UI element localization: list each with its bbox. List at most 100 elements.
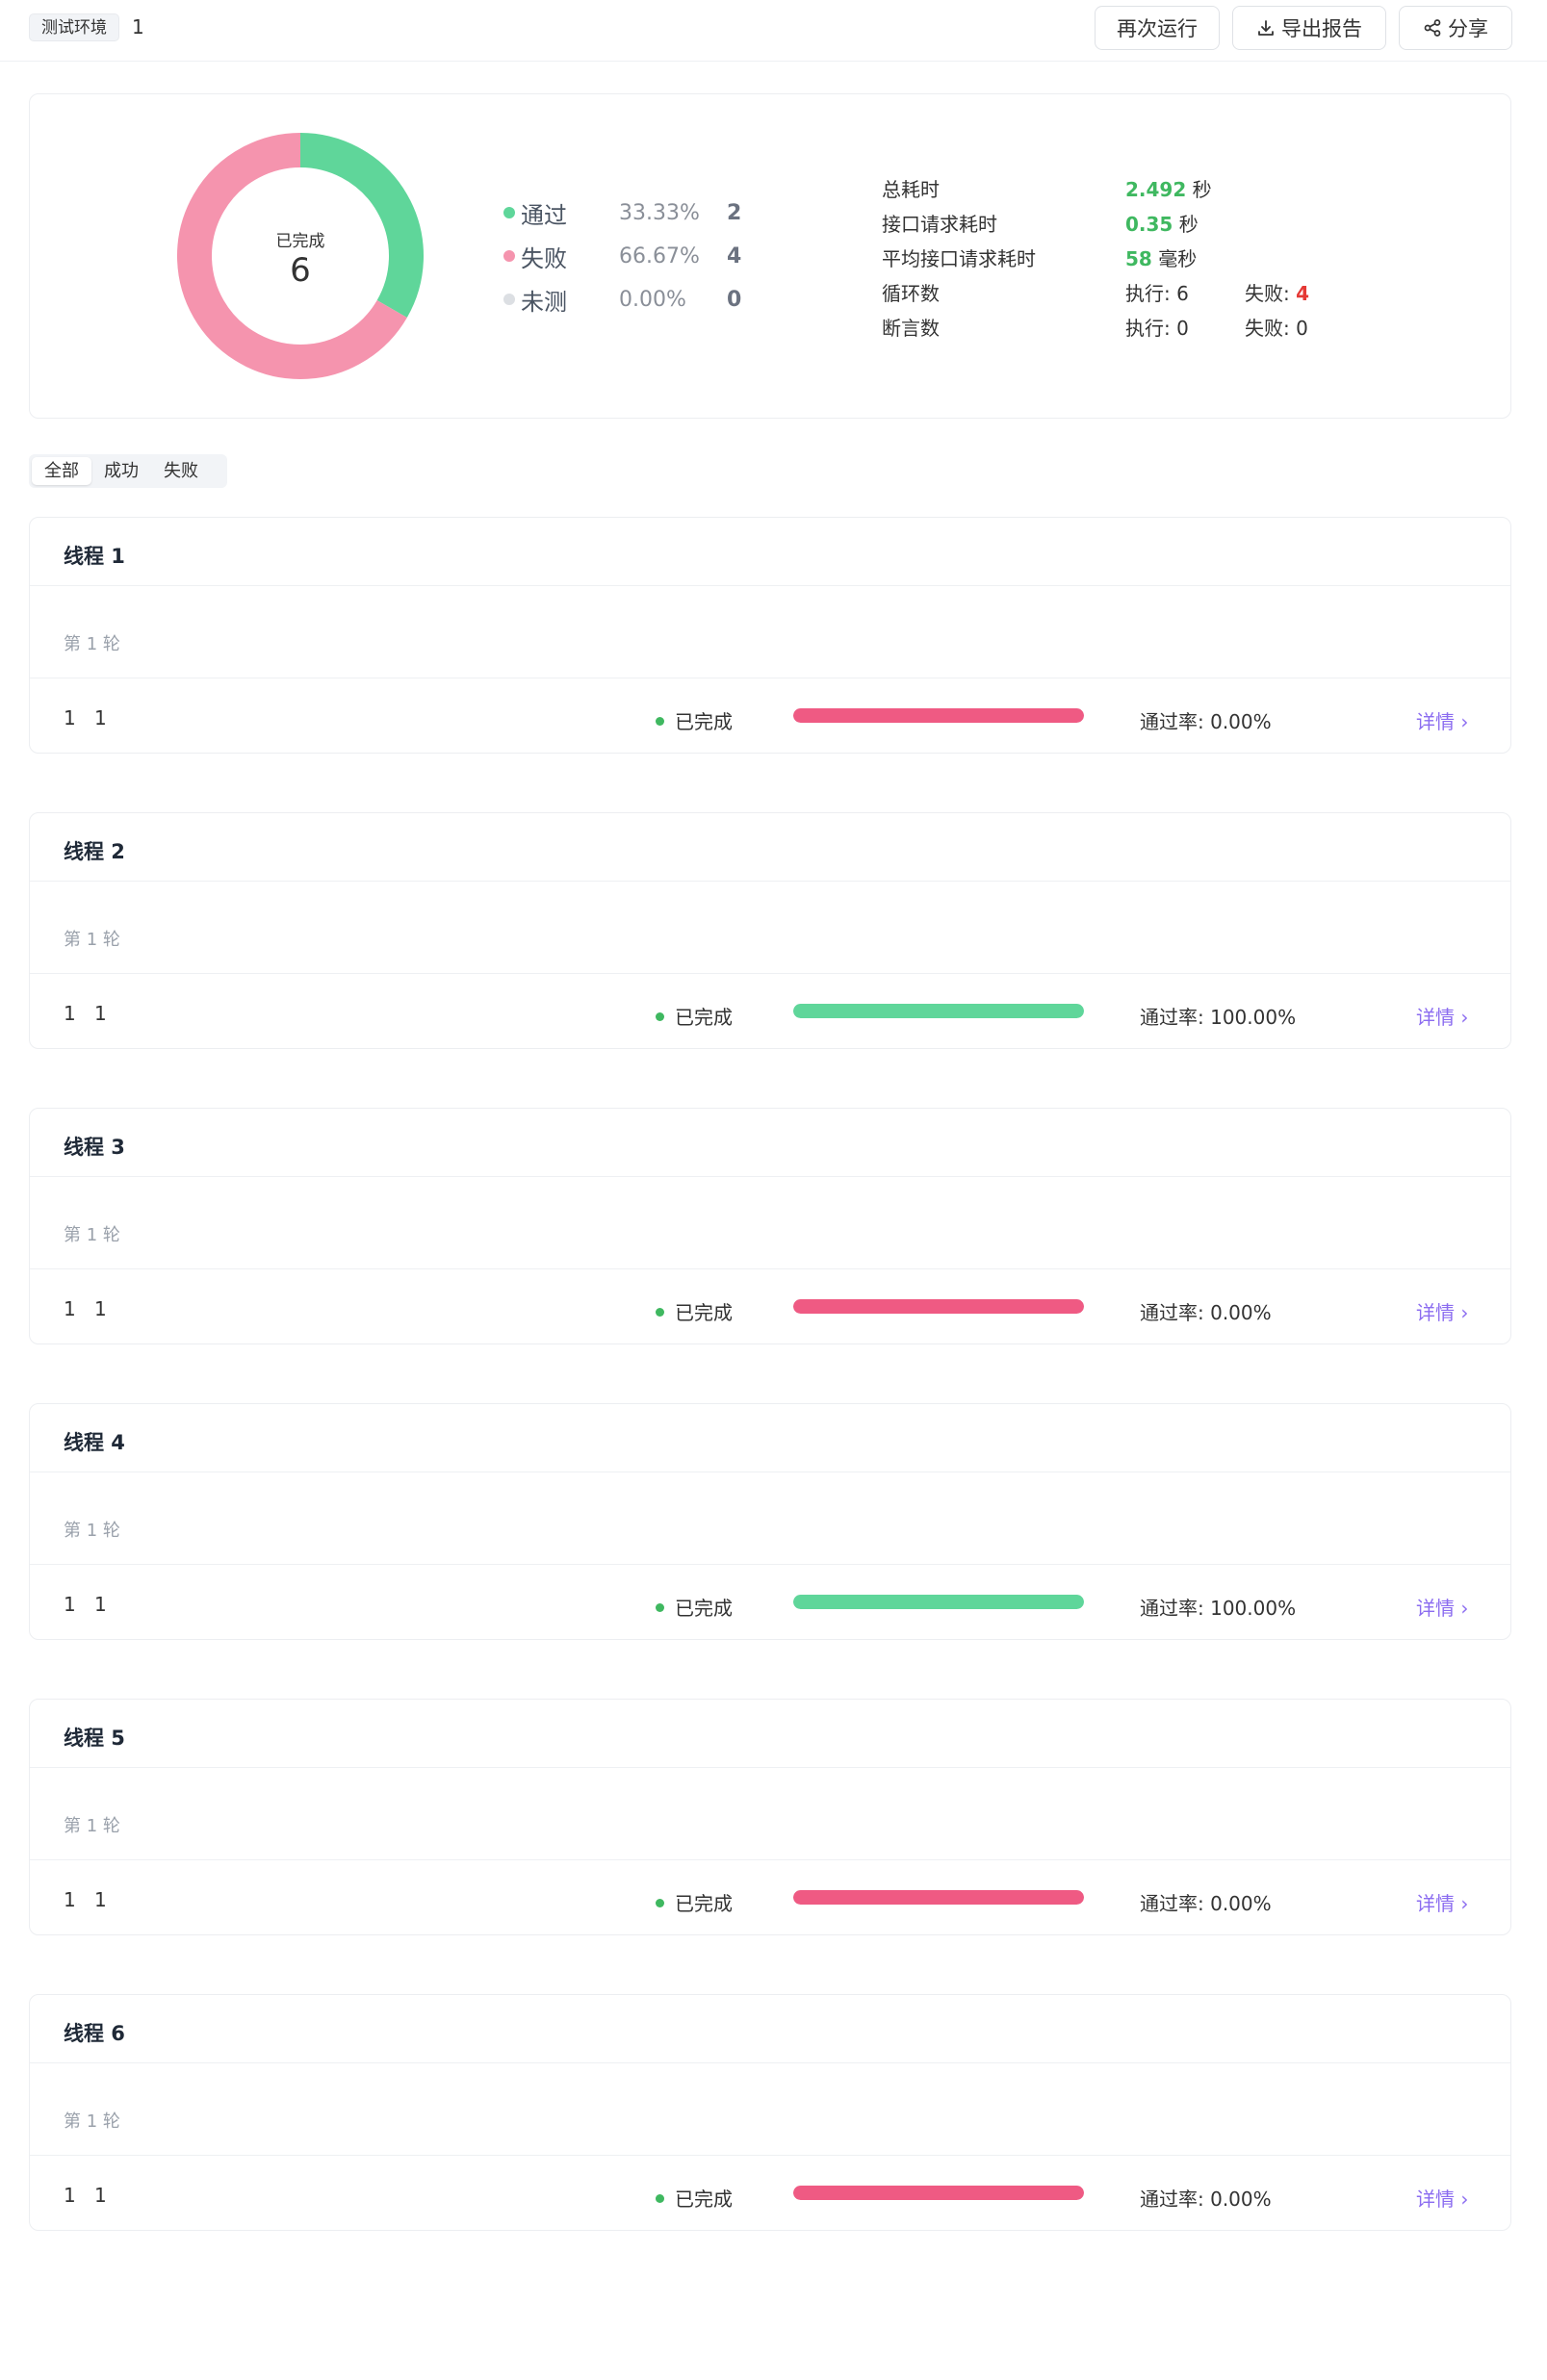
legend-count: 2 bbox=[727, 200, 742, 225]
status-dot-icon bbox=[656, 2194, 664, 2203]
pass-rate-bar-fill bbox=[793, 1299, 1084, 1314]
legend-percent: 66.67% bbox=[619, 243, 700, 269]
thread-title: 线程 6 bbox=[64, 2022, 125, 2045]
row-count: 1 bbox=[94, 1888, 107, 1911]
legend-untested: 未测 0.00% 0 bbox=[503, 283, 741, 316]
detail-link[interactable]: 详情 › bbox=[1416, 710, 1469, 733]
detail-link[interactable]: 详情 › bbox=[1416, 2188, 1469, 2211]
donut-slice-1 bbox=[177, 133, 407, 379]
rerun-label: 再次运行 bbox=[1117, 17, 1198, 40]
legend-name: 失败 bbox=[521, 244, 567, 272]
pass-rate-text: 通过率: 100.00% bbox=[1140, 1006, 1297, 1029]
thread-card: 线程 3 第 1 轮 1 1 已完成 通过率: 0.00% 详情 › bbox=[29, 1108, 1511, 1344]
row-index: 1 bbox=[64, 1593, 76, 1616]
pass-rate-text: 通过率: 0.00% bbox=[1140, 2188, 1272, 2211]
legend-pass: 通过 33.33% 2 bbox=[503, 196, 741, 229]
thread-title: 线程 1 bbox=[64, 545, 125, 568]
donut-center-label: 已完成 bbox=[275, 232, 325, 251]
divider bbox=[30, 1564, 1510, 1565]
row-index: 1 bbox=[64, 1002, 76, 1025]
divider bbox=[30, 585, 1510, 586]
request-time-label: 接口请求耗时 bbox=[882, 213, 997, 236]
round-label: 第 1 轮 bbox=[64, 634, 120, 654]
rerun-button[interactable]: 再次运行 bbox=[1095, 6, 1220, 50]
legend-name: 通过 bbox=[521, 201, 567, 229]
assert-fail-value: 失败: 0 bbox=[1245, 317, 1308, 340]
avg-request-time-label: 平均接口请求耗时 bbox=[882, 247, 1036, 270]
row-count: 1 bbox=[94, 1002, 107, 1025]
status-text: 已完成 bbox=[675, 2188, 733, 2211]
legend-count: 0 bbox=[727, 287, 742, 312]
share-button[interactable]: 分享 bbox=[1399, 6, 1512, 50]
export-report-button[interactable]: 导出报告 bbox=[1232, 6, 1386, 50]
request-time-value: 0.35 秒 bbox=[1125, 213, 1199, 236]
env-tag: 测试环境 bbox=[29, 13, 119, 41]
row-index: 1 bbox=[64, 706, 76, 729]
legend-percent: 33.33% bbox=[619, 200, 700, 225]
divider bbox=[30, 2155, 1510, 2156]
status-text: 已完成 bbox=[675, 1301, 733, 1324]
summary-card: 已完成 6 通过 33.33% 2 失败 66.67% 4 未测 0.00% 0… bbox=[29, 93, 1511, 419]
tab-all[interactable]: 全部 bbox=[32, 457, 91, 485]
pass-rate-bar bbox=[793, 1595, 1084, 1609]
thread-card: 线程 2 第 1 轮 1 1 已完成 通过率: 100.00% 详情 › bbox=[29, 812, 1511, 1049]
detail-link[interactable]: 详情 › bbox=[1416, 1006, 1469, 1029]
status-text: 已完成 bbox=[675, 1892, 733, 1915]
status-dot-icon bbox=[656, 717, 664, 726]
total-time-label: 总耗时 bbox=[882, 178, 940, 201]
env-value: 1 bbox=[132, 15, 144, 38]
status-text: 已完成 bbox=[675, 1597, 733, 1620]
result-donut-chart bbox=[177, 133, 424, 379]
divider bbox=[30, 1176, 1510, 1177]
legend-fail: 失败 66.67% 4 bbox=[503, 240, 741, 272]
pass-rate-bar bbox=[793, 1004, 1084, 1018]
round-label: 第 1 轮 bbox=[64, 1521, 120, 1541]
thread-card: 线程 1 第 1 轮 1 1 已完成 通过率: 0.00% 详情 › bbox=[29, 517, 1511, 754]
round-label: 第 1 轮 bbox=[64, 1225, 120, 1245]
round-label: 第 1 轮 bbox=[64, 930, 120, 950]
thread-title: 线程 4 bbox=[64, 1431, 125, 1454]
pass-rate-bar-fill bbox=[793, 1004, 1084, 1018]
legend-name: 未测 bbox=[521, 288, 567, 316]
row-index: 1 bbox=[64, 2184, 76, 2207]
thread-card: 线程 4 第 1 轮 1 1 已完成 通过率: 100.00% 详情 › bbox=[29, 1403, 1511, 1640]
pass-rate-bar bbox=[793, 1890, 1084, 1905]
row-count: 1 bbox=[94, 1593, 107, 1616]
donut-center-value: 6 bbox=[290, 251, 311, 290]
thread-title: 线程 2 bbox=[64, 840, 125, 863]
pass-rate-bar-fill bbox=[793, 2186, 1084, 2200]
tab-fail[interactable]: 失败 bbox=[164, 461, 198, 481]
top-bar: 测试环境 1 再次运行 导出报告 分享 bbox=[0, 0, 1547, 62]
pass-rate-bar bbox=[793, 708, 1084, 723]
status-text: 已完成 bbox=[675, 1006, 733, 1029]
round-label: 第 1 轮 bbox=[64, 2111, 120, 2132]
thread-title: 线程 5 bbox=[64, 1727, 125, 1750]
legend-count: 4 bbox=[727, 243, 742, 269]
detail-link[interactable]: 详情 › bbox=[1416, 1301, 1469, 1324]
pass-dot-icon bbox=[503, 207, 515, 218]
avg-request-time-value: 58 毫秒 bbox=[1125, 247, 1198, 270]
result-filter-tabs: 全部 成功 失败 bbox=[29, 454, 227, 488]
detail-link[interactable]: 详情 › bbox=[1416, 1597, 1469, 1620]
status-text: 已完成 bbox=[675, 710, 733, 733]
loop-fail-value: 失败: 4 bbox=[1245, 282, 1310, 305]
tab-success[interactable]: 成功 bbox=[104, 461, 139, 481]
round-label: 第 1 轮 bbox=[64, 1816, 120, 1836]
pass-rate-text: 通过率: 0.00% bbox=[1140, 710, 1272, 733]
divider bbox=[30, 881, 1510, 882]
row-count: 1 bbox=[94, 1297, 107, 1320]
row-index: 1 bbox=[64, 1888, 76, 1911]
share-label: 分享 bbox=[1448, 17, 1488, 40]
detail-link[interactable]: 详情 › bbox=[1416, 1892, 1469, 1915]
export-label: 导出报告 bbox=[1281, 17, 1362, 40]
row-count: 1 bbox=[94, 706, 107, 729]
row-count: 1 bbox=[94, 2184, 107, 2207]
pass-rate-text: 通过率: 0.00% bbox=[1140, 1301, 1272, 1324]
donut-slice-0 bbox=[299, 133, 424, 318]
pass-rate-text: 通过率: 0.00% bbox=[1140, 1892, 1272, 1915]
pass-rate-bar-fill bbox=[793, 1890, 1084, 1905]
pass-rate-bar bbox=[793, 2186, 1084, 2200]
status-dot-icon bbox=[656, 1308, 664, 1317]
untested-dot-icon bbox=[503, 294, 515, 305]
